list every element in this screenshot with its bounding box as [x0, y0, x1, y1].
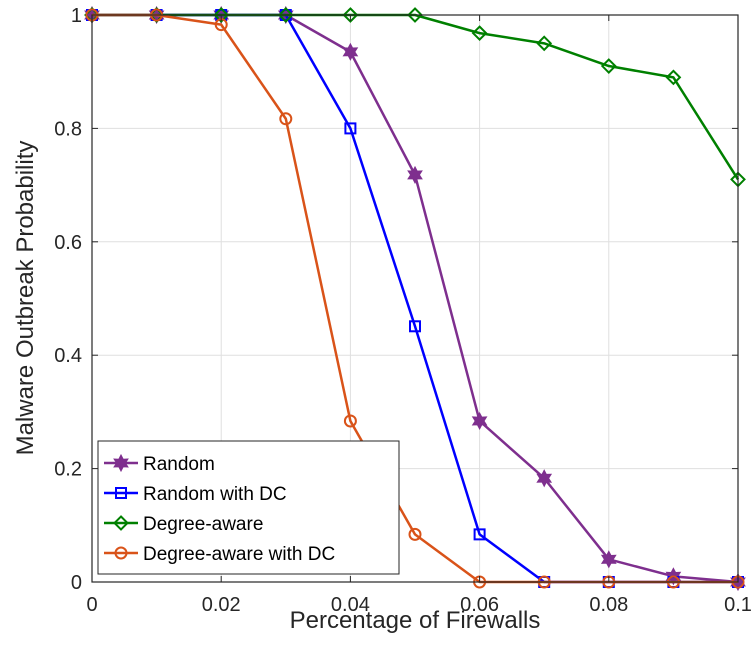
legend-label: Random with DC	[143, 484, 287, 505]
data-point	[600, 58, 617, 74]
legend-label: Degree-aware with DC	[143, 544, 335, 565]
data-point	[471, 25, 488, 42]
data-point	[277, 7, 294, 23]
plot-frame	[91, 14, 739, 583]
data-point	[342, 7, 359, 23]
legend-marker	[113, 515, 129, 531]
x-tick-label: 0.1	[724, 594, 752, 616]
y-tick-label: 0.2	[54, 459, 82, 481]
data-point	[213, 7, 230, 23]
data-point	[279, 112, 293, 126]
y-tick-label: 1	[71, 5, 82, 27]
y-tick-label: 0.8	[54, 118, 82, 140]
data-point	[471, 411, 488, 431]
legend-entry: Random with DC	[104, 484, 287, 505]
y-tick-label: 0.6	[54, 232, 82, 254]
data-point	[600, 550, 617, 569]
data-point	[536, 35, 553, 52]
y-axis-label: Malware Outbreak Probability	[12, 141, 39, 456]
data-point	[665, 69, 682, 86]
x-axis-label: Percentage of Firewalls	[290, 607, 541, 634]
data-point	[407, 165, 423, 184]
data-point	[344, 122, 357, 135]
legend-entry: Degree-aware with DC	[104, 544, 335, 565]
data-point	[343, 414, 357, 428]
x-tick-label: 0.06	[460, 594, 499, 616]
data-point	[408, 527, 422, 541]
axis-ticks: 0 0.02 0.04 0.06 0.08 0.1 0 0.2 0.4 0.6 0.8 1	[54, 5, 752, 616]
x-tick-label: 0.04	[331, 594, 370, 616]
legend-marker	[115, 487, 127, 499]
legend-marker	[113, 453, 129, 473]
data-point	[409, 320, 421, 333]
x-tick-label: 0	[86, 594, 97, 616]
legend-box	[97, 440, 400, 575]
data-point	[473, 528, 486, 541]
data-point	[342, 42, 359, 61]
legend-label: Random	[143, 454, 215, 475]
data-point	[536, 469, 553, 488]
legend-label: Degree-aware	[143, 514, 263, 535]
legend-marker	[114, 546, 128, 560]
data-point	[407, 7, 423, 23]
y-tick-label: 0	[71, 572, 82, 594]
y-tick-label: 0.4	[54, 345, 82, 367]
grid-lines	[92, 15, 738, 582]
x-tick-label: 0.08	[589, 594, 628, 616]
legend-entry: Degree-aware	[104, 514, 263, 535]
x-tick-label: 0.02	[202, 594, 241, 616]
legend-entry: Random	[104, 453, 215, 475]
legend: Random Random with DC Degree-aware Degree-a…	[97, 440, 400, 575]
